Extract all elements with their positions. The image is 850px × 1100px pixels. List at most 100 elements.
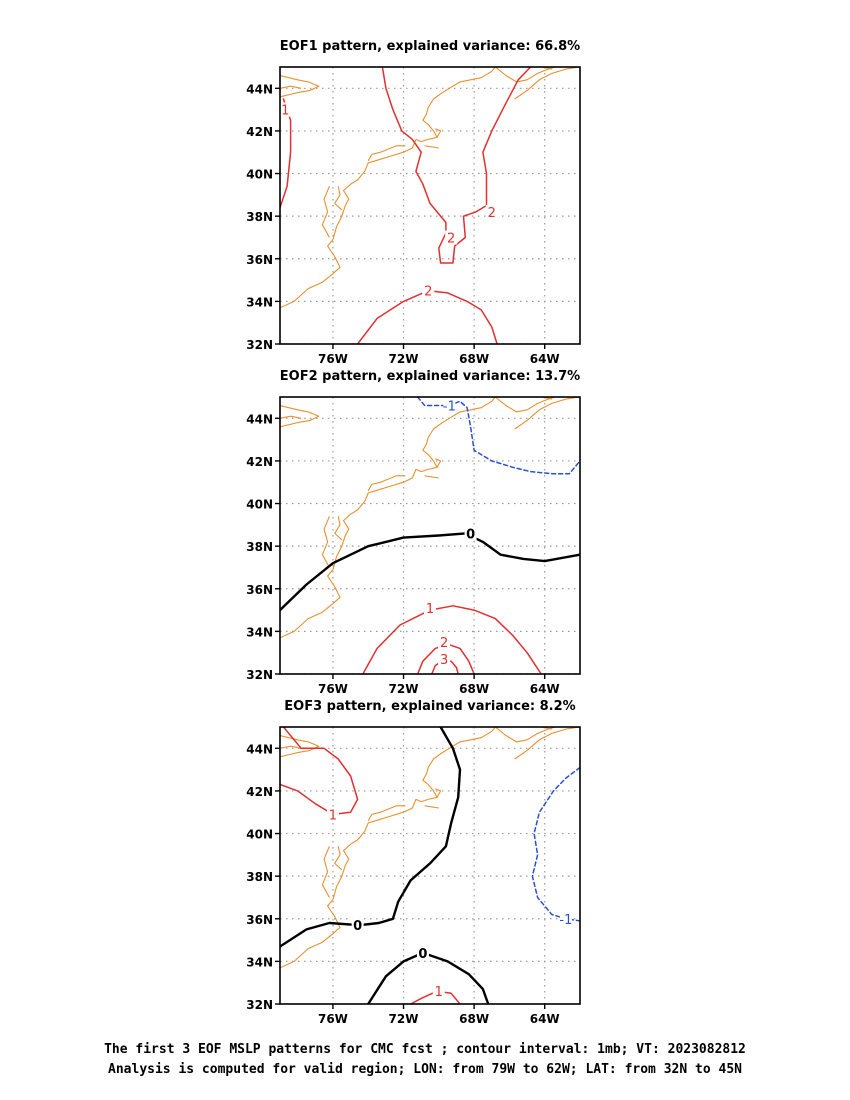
- contour-line: [362, 605, 542, 674]
- contour-label: 3: [440, 653, 448, 668]
- coastline: [280, 727, 496, 969]
- x-tick-label: 76W: [318, 352, 348, 366]
- y-tick-label: 42N: [246, 125, 273, 139]
- coastline: [321, 846, 330, 898]
- contour-label: 2: [440, 636, 448, 651]
- coastline: [435, 458, 442, 468]
- coastline: [494, 397, 556, 413]
- panel-title: EOF3 pattern, explained variance: 8.2%: [284, 699, 575, 714]
- contour-label-bg: [326, 807, 339, 822]
- panel-title: EOF1 pattern, explained variance: 66.8%: [280, 39, 580, 54]
- y-tick-label: 44N: [246, 82, 273, 96]
- x-tick-label: 76W: [318, 1012, 348, 1026]
- y-tick-label: 40N: [246, 828, 273, 842]
- contour-label: 0: [466, 527, 475, 542]
- coastline: [280, 415, 302, 419]
- coastline: [334, 186, 343, 211]
- y-tick-label: 38N: [246, 540, 273, 554]
- eof3-panel: EOF3 pattern, explained variance: 8.2% 1 0…: [246, 699, 581, 1026]
- coastline: [424, 805, 439, 809]
- y-tick-label: 32N: [246, 338, 273, 352]
- coastline: [280, 74, 320, 98]
- coastline: [280, 734, 320, 758]
- contour-label: -1: [559, 913, 572, 928]
- coastline: [321, 186, 330, 238]
- y-tick-label: 44N: [246, 412, 273, 426]
- coastline: [280, 67, 496, 309]
- footer-caption-line-2: Analysis is computed for valid region; L…: [108, 1062, 742, 1077]
- contour-line: [356, 289, 498, 344]
- coastline: [280, 404, 320, 428]
- contour-label-bg: [438, 635, 451, 650]
- x-tick-label: 64W: [530, 352, 560, 366]
- coastline: [334, 516, 343, 541]
- y-tick-label: 36N: [246, 583, 273, 597]
- contour-line: [280, 727, 359, 816]
- contour-line: [280, 727, 462, 948]
- coastline: [367, 475, 406, 492]
- contour-label: 1: [426, 602, 434, 617]
- contour-label-bg: [445, 230, 458, 245]
- coastline: [494, 67, 556, 83]
- contour-line: [531, 766, 580, 922]
- contour-line: [280, 532, 580, 612]
- contour-label-bg: [438, 652, 451, 667]
- y-tick-label: 36N: [246, 913, 273, 927]
- y-tick-label: 38N: [246, 870, 273, 884]
- coastline: [334, 846, 343, 871]
- eof1-panel: EOF1 pattern, explained variance: 66.8% 1…: [246, 39, 581, 366]
- coastline: [280, 745, 302, 749]
- contour-label-bg: [280, 102, 292, 117]
- contour-label: 1: [329, 808, 337, 823]
- y-tick-label: 38N: [246, 210, 273, 224]
- coastline: [367, 145, 406, 162]
- contour-label: 0: [418, 947, 427, 962]
- contour-label: 1: [435, 985, 443, 1000]
- plot-frame: [279, 396, 581, 675]
- plot-area: 1 2 2 2: [280, 67, 580, 344]
- contour-label-bg: [559, 911, 572, 926]
- contour-label-bg: [422, 283, 435, 298]
- footer-caption-line-1: The first 3 EOF MSLP patterns for CMC fc…: [104, 1042, 746, 1057]
- coastline: [424, 145, 439, 149]
- contour-line: [381, 67, 532, 264]
- y-tick-label: 34N: [246, 295, 273, 309]
- contour-line: [367, 951, 490, 1004]
- plot-area: -1 0 1 2 3: [280, 397, 580, 674]
- y-tick-label: 34N: [246, 625, 273, 639]
- contour-label-bg: [485, 204, 498, 219]
- x-tick-label: 72W: [389, 1012, 419, 1026]
- contour-label-bg: [464, 526, 477, 541]
- y-tick-label: 42N: [246, 455, 273, 469]
- contour-label-bg: [351, 918, 364, 933]
- y-tick-label: 34N: [246, 955, 273, 969]
- panel-title: EOF2 pattern, explained variance: 13.7%: [280, 369, 580, 384]
- coastline: [514, 397, 580, 430]
- contour-label: -1: [443, 400, 456, 415]
- coastline: [321, 516, 330, 568]
- x-tick-label: 72W: [389, 682, 419, 696]
- y-tick-label: 36N: [246, 253, 273, 267]
- x-tick-label: 72W: [389, 352, 419, 366]
- y-tick-label: 32N: [246, 998, 273, 1012]
- y-tick-label: 44N: [246, 742, 273, 756]
- y-tick-label: 40N: [246, 498, 273, 512]
- contour-label: 1: [281, 104, 289, 119]
- contour-line: [416, 397, 580, 475]
- x-tick-label: 76W: [318, 682, 348, 696]
- y-tick-label: 32N: [246, 668, 273, 682]
- contour-label: 2: [424, 285, 432, 300]
- y-tick-label: 42N: [246, 785, 273, 799]
- contour-label-bg: [443, 398, 456, 413]
- x-tick-label: 64W: [530, 1012, 560, 1026]
- plot-frame: [279, 726, 581, 1005]
- coastline: [435, 128, 442, 138]
- y-tick-label: 40N: [246, 168, 273, 182]
- contour-label: 2: [488, 206, 496, 221]
- contour-label-bg: [432, 984, 445, 999]
- coastline: [424, 475, 439, 479]
- contour-label-bg: [416, 945, 429, 960]
- plot-area: 1 0 0 1 -1: [280, 727, 580, 1004]
- x-tick-label: 68W: [459, 352, 489, 366]
